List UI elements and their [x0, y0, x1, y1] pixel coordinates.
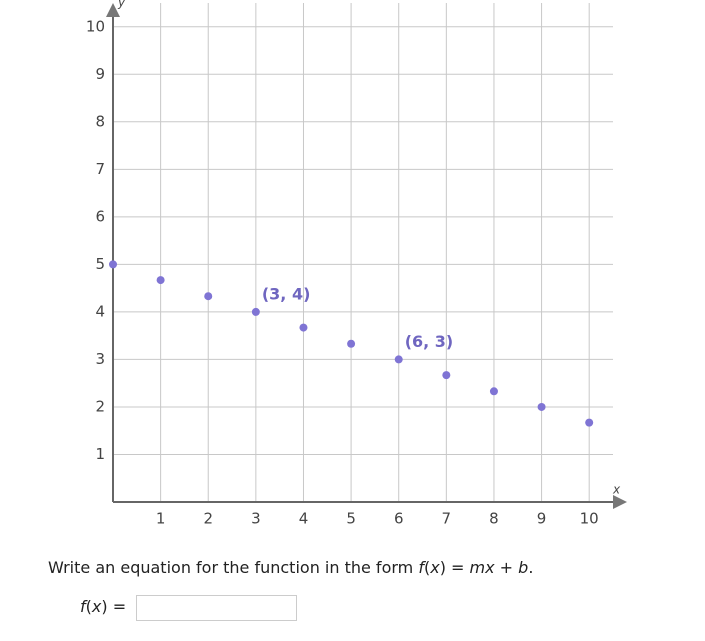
y-tick-label: 10 [86, 17, 105, 35]
y-tick-label: 2 [95, 397, 105, 415]
y-tick-label: 7 [95, 160, 105, 178]
point [109, 260, 117, 269]
point [251, 307, 260, 316]
point [299, 323, 308, 332]
text: ) = [101, 597, 127, 616]
y-tick-label: 9 [95, 65, 105, 83]
y-axis-label: y [117, 0, 126, 10]
point [442, 371, 451, 380]
text: + [494, 558, 519, 577]
point [394, 355, 403, 364]
text: ( [423, 558, 431, 577]
point [537, 402, 546, 411]
text: mx [469, 558, 495, 577]
text: . [528, 558, 534, 577]
point [204, 292, 213, 301]
x-tick-label: 7 [442, 510, 452, 528]
y-tick-label: 4 [95, 302, 105, 320]
chart: 1 2 3 4 5 6 7 8 9 10 1 2 3 4 5 6 7 8 9 10 (3, 4) (6, 3) x y [86, 0, 627, 528]
y-tick-label: 6 [95, 207, 105, 225]
x-tick-label: 10 [580, 510, 599, 528]
text: b [518, 558, 529, 577]
text: ) = [439, 558, 470, 577]
x-tick-label: 5 [346, 510, 356, 528]
text: x [91, 597, 102, 616]
text: x [430, 558, 440, 577]
text: f [80, 597, 86, 616]
point [585, 418, 594, 427]
answer-label: f(x) = [80, 597, 126, 616]
text: ( [85, 597, 92, 616]
point [489, 387, 498, 396]
question: Write an equation for the function in th… [48, 558, 533, 577]
y-tick-label: 3 [95, 350, 105, 368]
x-tick-label: 3 [251, 510, 261, 528]
y-tick-label: 5 [95, 255, 105, 273]
point [347, 339, 356, 348]
x-tick-label: 9 [537, 510, 547, 528]
text: f [418, 558, 424, 577]
answer-input[interactable] [136, 595, 297, 621]
x-tick-label: 1 [156, 510, 166, 528]
y-axis-arrow [106, 3, 120, 17]
x-tick-label: 4 [299, 510, 309, 528]
annotation: (3, 4) [262, 284, 311, 303]
x-tick-label: 8 [489, 510, 499, 528]
y-tick-label: 1 [95, 445, 105, 463]
x-axis-arrow [613, 495, 627, 509]
annotation: (6, 3) [405, 332, 454, 351]
x-tick-label: 2 [203, 510, 213, 528]
point [156, 276, 165, 285]
text: Write an equation for the function in th… [48, 558, 419, 577]
y-tick-label: 8 [95, 112, 105, 130]
x-tick-label: 6 [394, 510, 404, 528]
x-axis-label: x [612, 483, 621, 497]
